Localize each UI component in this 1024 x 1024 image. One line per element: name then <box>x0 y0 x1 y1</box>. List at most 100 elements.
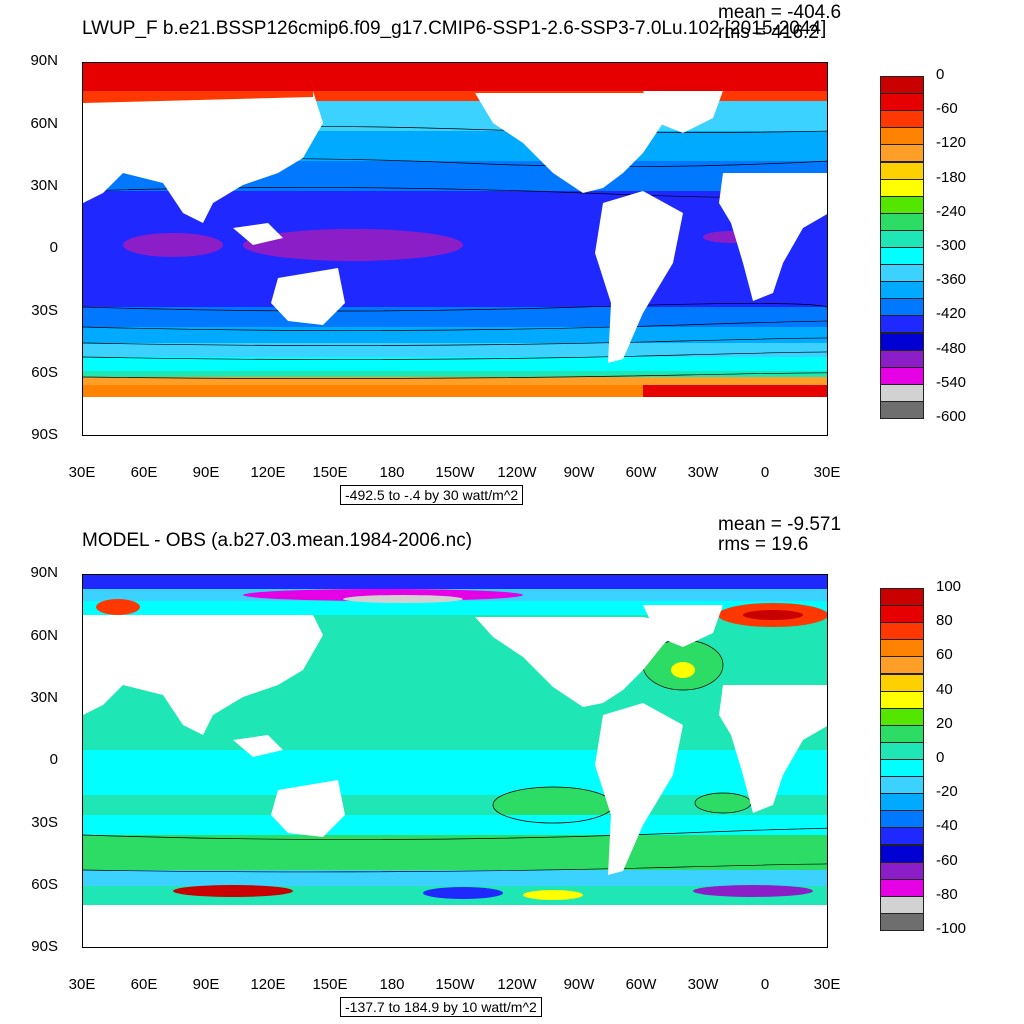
colorbar-label: -120 <box>936 134 967 152</box>
lon-label: 0 <box>760 464 770 481</box>
colorbar-swatch <box>880 229 924 248</box>
colorbar-swatch <box>880 861 924 880</box>
colorbar-label: 60 <box>936 646 953 664</box>
colorbar-swatch <box>880 759 924 778</box>
colorbar-swatch <box>880 195 924 214</box>
colorbar-label: -360 <box>936 271 967 289</box>
colorbar-label: 0 <box>936 66 945 83</box>
lon-label: 150E <box>312 976 348 993</box>
colorbar-label: -100 <box>936 920 967 937</box>
colorbar-swatch <box>880 878 924 897</box>
lon-label: 90W <box>563 464 595 481</box>
lat-label: 30S <box>31 814 58 831</box>
lat-label: 30N <box>30 689 58 706</box>
lat-label: 90N <box>30 564 58 581</box>
lat-label: 0 <box>49 751 58 768</box>
lat-label: 30S <box>31 302 58 319</box>
lon-label: 30E <box>68 976 96 993</box>
lon-label: 60W <box>625 976 657 993</box>
lon-label: 120W <box>497 976 537 993</box>
lon-label: 90E <box>192 976 220 993</box>
lat-label: 60N <box>30 627 58 644</box>
colorbar-swatch <box>880 76 924 95</box>
colorbar-swatch <box>880 707 924 726</box>
colorbar-swatch <box>880 332 924 351</box>
lon-label: 60E <box>130 464 158 481</box>
lon-label: 90E <box>192 464 220 481</box>
colorbar-label: -80 <box>936 885 958 903</box>
lat-label: 60S <box>31 364 58 381</box>
panel-title: LWUP_F b.e21.BSSP126cmip6.f09_g17.CMIP6-… <box>82 18 827 39</box>
colorbar-swatch <box>880 895 924 914</box>
colorbar-swatch <box>880 400 924 419</box>
colorbar-swatch <box>880 212 924 231</box>
lon-label: 30W <box>687 976 719 993</box>
colorbar-label: -20 <box>936 783 958 801</box>
lon-label: 0 <box>760 976 770 993</box>
colorbar-label: 40 <box>936 680 953 698</box>
colorbar-swatch <box>880 281 924 300</box>
panel-model-minus-obs: MODEL - OBS (a.b27.03.mean.1984-2006.nc)… <box>0 512 1024 1024</box>
colorbar-label: -240 <box>936 202 967 220</box>
colorbar-swatch <box>880 827 924 846</box>
colorbar-label: 100 <box>936 578 962 595</box>
lat-label: 90S <box>31 938 58 955</box>
lon-label: 60E <box>130 976 158 993</box>
colorbar-swatch <box>880 383 924 402</box>
map-lwup <box>82 62 828 436</box>
lat-label: 30N <box>30 177 58 194</box>
lon-label: 30E <box>813 464 841 481</box>
mean-value: mean = -404.6 <box>718 2 842 23</box>
colorbar-swatch <box>880 793 924 812</box>
colorbar-swatch <box>880 161 924 180</box>
colorbar-label: -540 <box>936 373 967 391</box>
colorbar-swatch <box>880 844 924 863</box>
colorbar-swatch <box>880 178 924 197</box>
colorbar-swatch <box>880 588 924 607</box>
mean-value: mean = -9.571 <box>718 514 842 535</box>
colorbar-swatch <box>880 776 924 795</box>
lon-label: 90W <box>563 976 595 993</box>
lat-label: 60N <box>30 115 58 132</box>
colorbar-swatch <box>880 639 924 658</box>
lat-label: 0 <box>49 239 58 256</box>
lon-label: 30E <box>68 464 96 481</box>
colorbar-swatch <box>880 673 924 692</box>
lon-label: 120E <box>250 464 286 481</box>
colorbar-swatch <box>880 741 924 760</box>
colorbar-swatch <box>880 93 924 112</box>
lon-label: 180 <box>379 464 405 481</box>
lon-label: 120E <box>250 976 286 993</box>
lon-label: 150E <box>312 464 348 481</box>
colorbar-label: -420 <box>936 305 967 323</box>
colorbar-label: -480 <box>936 339 967 357</box>
colorbar-label: -40 <box>936 817 958 835</box>
lon-label: 150W <box>435 976 475 993</box>
lat-label: 60S <box>31 876 58 893</box>
lat-label: 90N <box>30 52 58 69</box>
colorbar-swatch <box>880 690 924 709</box>
lon-label: 150W <box>435 464 475 481</box>
contour-range-label: -137.7 to 184.9 by 10 watt/m^2 <box>340 997 542 1017</box>
colorbar-swatch <box>880 298 924 317</box>
colorbar <box>880 76 924 419</box>
colorbar-swatch <box>880 349 924 368</box>
colorbar-swatch <box>880 810 924 829</box>
lon-label: 180 <box>379 976 405 993</box>
panel-title: MODEL - OBS (a.b27.03.mean.1984-2006.nc) <box>82 530 473 551</box>
colorbar-label: -600 <box>936 408 967 425</box>
colorbar-swatch <box>880 656 924 675</box>
colorbar-label: 80 <box>936 612 953 630</box>
colorbar-swatch <box>880 366 924 385</box>
lon-label: 30E <box>813 976 841 993</box>
colorbar-label: -180 <box>936 168 967 186</box>
colorbar-swatch <box>880 110 924 129</box>
colorbar-swatch <box>880 912 924 931</box>
contour-range-label: -492.5 to -.4 by 30 watt/m^2 <box>340 485 524 505</box>
colorbar-label: -60 <box>936 100 958 118</box>
colorbar-swatch <box>880 264 924 283</box>
lon-label: 60W <box>625 464 657 481</box>
colorbar-label: -60 <box>936 851 958 869</box>
colorbar-label: 20 <box>936 714 953 732</box>
colorbar <box>880 588 924 931</box>
